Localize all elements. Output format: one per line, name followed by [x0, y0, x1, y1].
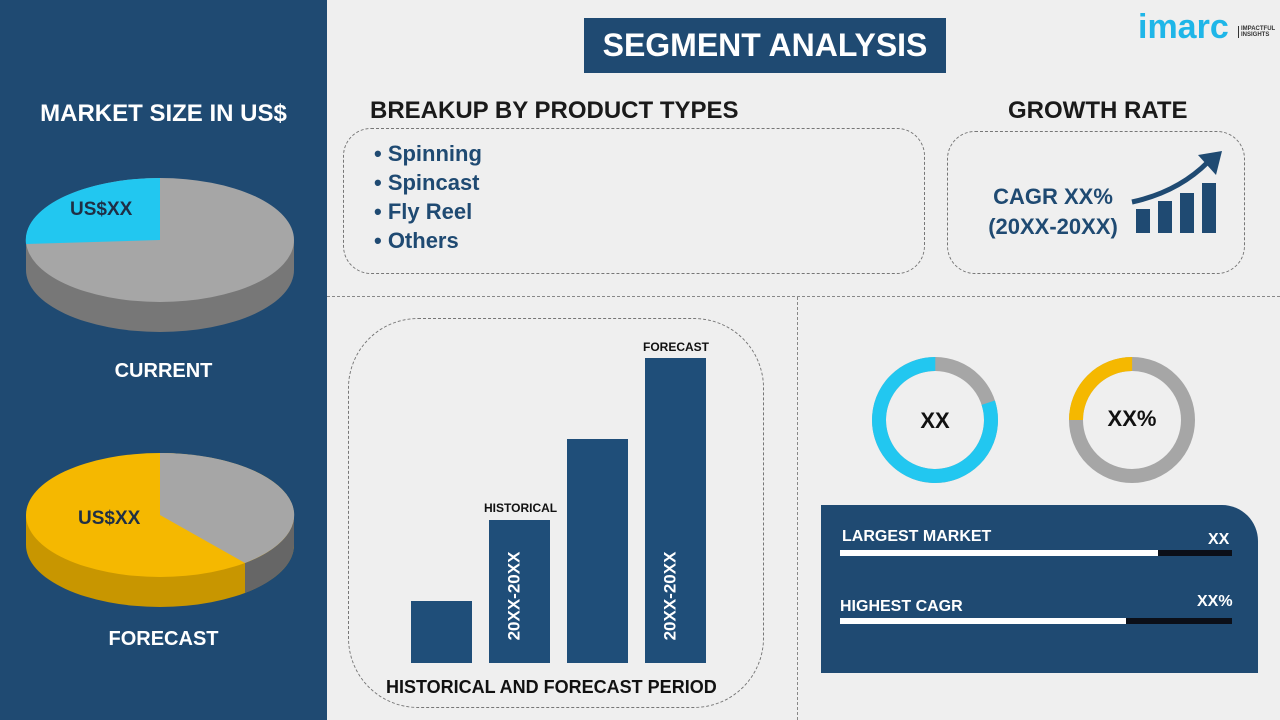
- highest-cagr-label: HIGHEST CAGR: [840, 598, 963, 615]
- current-label: CURRENT: [114, 360, 213, 382]
- current-pie: [25, 177, 294, 332]
- market-size-heading: MARKET SIZE IN US$: [40, 100, 287, 127]
- bar-1: [411, 601, 472, 663]
- donut-2: [1069, 357, 1195, 483]
- highest-cagr-value: XX%: [1197, 593, 1233, 610]
- donut-1: [872, 357, 998, 483]
- growth-heading: GROWTH RATE: [1008, 97, 1188, 124]
- bar-2: [489, 520, 550, 663]
- forecast-label-bar: FORECAST: [643, 340, 709, 354]
- metrics-panel: [821, 505, 1258, 673]
- growth-box: CAGR XX% (20XX-20XX): [947, 131, 1245, 274]
- donut-2-value: XX%: [1107, 406, 1157, 431]
- product-type-item: • Spincast: [374, 170, 480, 195]
- horizontal-divider: [327, 296, 1280, 297]
- product-type-item: • Others: [374, 228, 459, 253]
- growth-chart-icon: [1131, 151, 1222, 233]
- largest-market-bar: [840, 550, 1232, 556]
- market-size-panel: MARKET SIZE IN US$ US$XX CURRENT US$XX F…: [0, 0, 327, 720]
- bar-4: [645, 358, 706, 663]
- historical-label: HISTORICAL: [484, 501, 558, 515]
- page-title: SEGMENT ANALYSIS: [584, 18, 946, 73]
- forecast-rest-slice: [160, 452, 295, 563]
- forecast-period: 20XX-20XX: [660, 551, 680, 641]
- donut-1-value: XX: [920, 408, 950, 433]
- logo-tagline: IMPACTFUL INSIGHTS: [1238, 26, 1278, 38]
- bar-axis-label: HISTORICAL AND FORECAST PERIOD: [386, 677, 717, 697]
- forecast-pie: [26, 452, 295, 607]
- historical-period: 20XX-20XX: [504, 551, 524, 641]
- current-value: US$XX: [70, 199, 133, 220]
- forecast-label: FORECAST: [108, 628, 219, 650]
- bar-3: [567, 439, 628, 663]
- product-type-item: • Fly Reel: [374, 199, 473, 224]
- donut-charts: [872, 357, 1195, 483]
- product-type-list: • Spinning • Spincast • Fly Reel • Other…: [374, 139, 482, 255]
- breakup-heading: BREAKUP BY PRODUCT TYPES: [370, 97, 739, 124]
- breakup-box: • Spinning • Spincast • Fly Reel • Other…: [343, 128, 925, 274]
- cagr-period: (20XX-20XX): [988, 214, 1118, 239]
- vertical-divider: [797, 297, 798, 720]
- imarc-logo: imarc: [1138, 8, 1229, 46]
- cagr-value: CAGR XX%: [993, 184, 1113, 209]
- largest-market-value: XX: [1208, 531, 1230, 548]
- highest-cagr-bar: [840, 618, 1232, 624]
- forecast-value: US$XX: [78, 508, 141, 529]
- largest-market-label: LARGEST MARKET: [842, 528, 992, 545]
- current-slice: [25, 177, 160, 244]
- bar-chart-box: [348, 318, 764, 708]
- product-type-item: • Spinning: [374, 141, 482, 166]
